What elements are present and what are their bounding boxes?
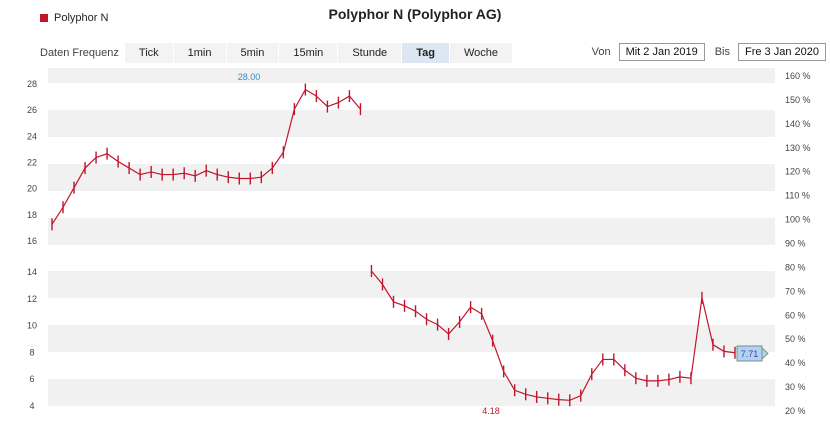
y-tick-right: 150 % [785,95,811,105]
to-date-field[interactable]: Fre 3 Jan 2020 [738,43,826,61]
grid-band [48,164,775,191]
frequency-toolbar: Daten Frequenz Tick 1min 5min 15min Stun… [40,43,513,63]
chart-title: Polyphor N (Polyphor AG) [328,6,502,22]
y-tick-right: 160 % [785,71,811,81]
freq-button-tag[interactable]: Tag [402,43,449,63]
chart-legend: Polyphor N [40,12,108,24]
series-line [51,88,361,225]
grid-band [48,218,775,245]
y-tick-right: 30 % [785,382,806,392]
y-tick-left: 28 [27,79,37,89]
date-range: Von Mit 2 Jan 2019 Bis Fre 3 Jan 2020 [592,43,826,61]
grid-band [48,325,775,352]
y-tick-right: 50 % [785,334,806,344]
grid-band [48,68,775,83]
series-line [371,270,736,401]
from-date-field[interactable]: Mit 2 Jan 2019 [618,43,705,61]
y-tick-right: 110 % [785,191,810,201]
y-tick-right: 40 % [785,358,806,368]
y-tick-left: 4 [29,401,34,411]
to-label: Bis [714,46,730,58]
y-tick-right: 100 % [785,215,811,225]
y-tick-right: 130 % [785,143,811,153]
y-tick-left: 24 [27,131,37,141]
freq-button-stunde[interactable]: Stunde [338,43,402,63]
grid-band [48,379,775,406]
max-annotation: 28.00 [238,72,261,82]
grid-band [48,271,775,298]
frequency-label: Daten Frequenz [40,47,119,59]
legend-swatch [40,14,48,22]
grid-band [48,110,775,137]
min-annotation: 4.18 [482,406,500,416]
y-tick-left: 12 [27,294,37,304]
y-tick-left: 20 [27,184,37,194]
freq-button-tick[interactable]: Tick [124,43,173,63]
y-tick-left: 16 [27,236,37,246]
y-tick-left: 14 [27,267,37,277]
freq-button-1min[interactable]: 1min [173,43,226,63]
y-tick-right: 90 % [785,239,806,249]
y-tick-right: 70 % [785,286,806,296]
y-tick-right: 140 % [785,119,811,129]
y-tick-right: 120 % [785,167,811,177]
y-tick-left: 10 [27,321,37,331]
y-tick-left: 8 [29,347,34,357]
last-value-pointer [761,346,769,361]
from-label: Von [591,46,611,58]
freq-button-5min[interactable]: 5min [226,43,279,63]
y-tick-right: 20 % [785,406,806,416]
y-tick-left: 22 [27,158,37,168]
y-tick-left: 18 [27,210,37,220]
legend-label: Polyphor N [54,12,109,24]
y-tick-left: 6 [29,374,34,384]
last-value-label: 7.71 [741,349,759,359]
y-tick-right: 60 % [785,310,806,320]
freq-button-15min[interactable]: 15min [279,43,338,63]
y-tick-left: 26 [27,105,37,115]
freq-button-woche[interactable]: Woche [449,43,512,63]
y-tick-right: 80 % [785,262,806,272]
